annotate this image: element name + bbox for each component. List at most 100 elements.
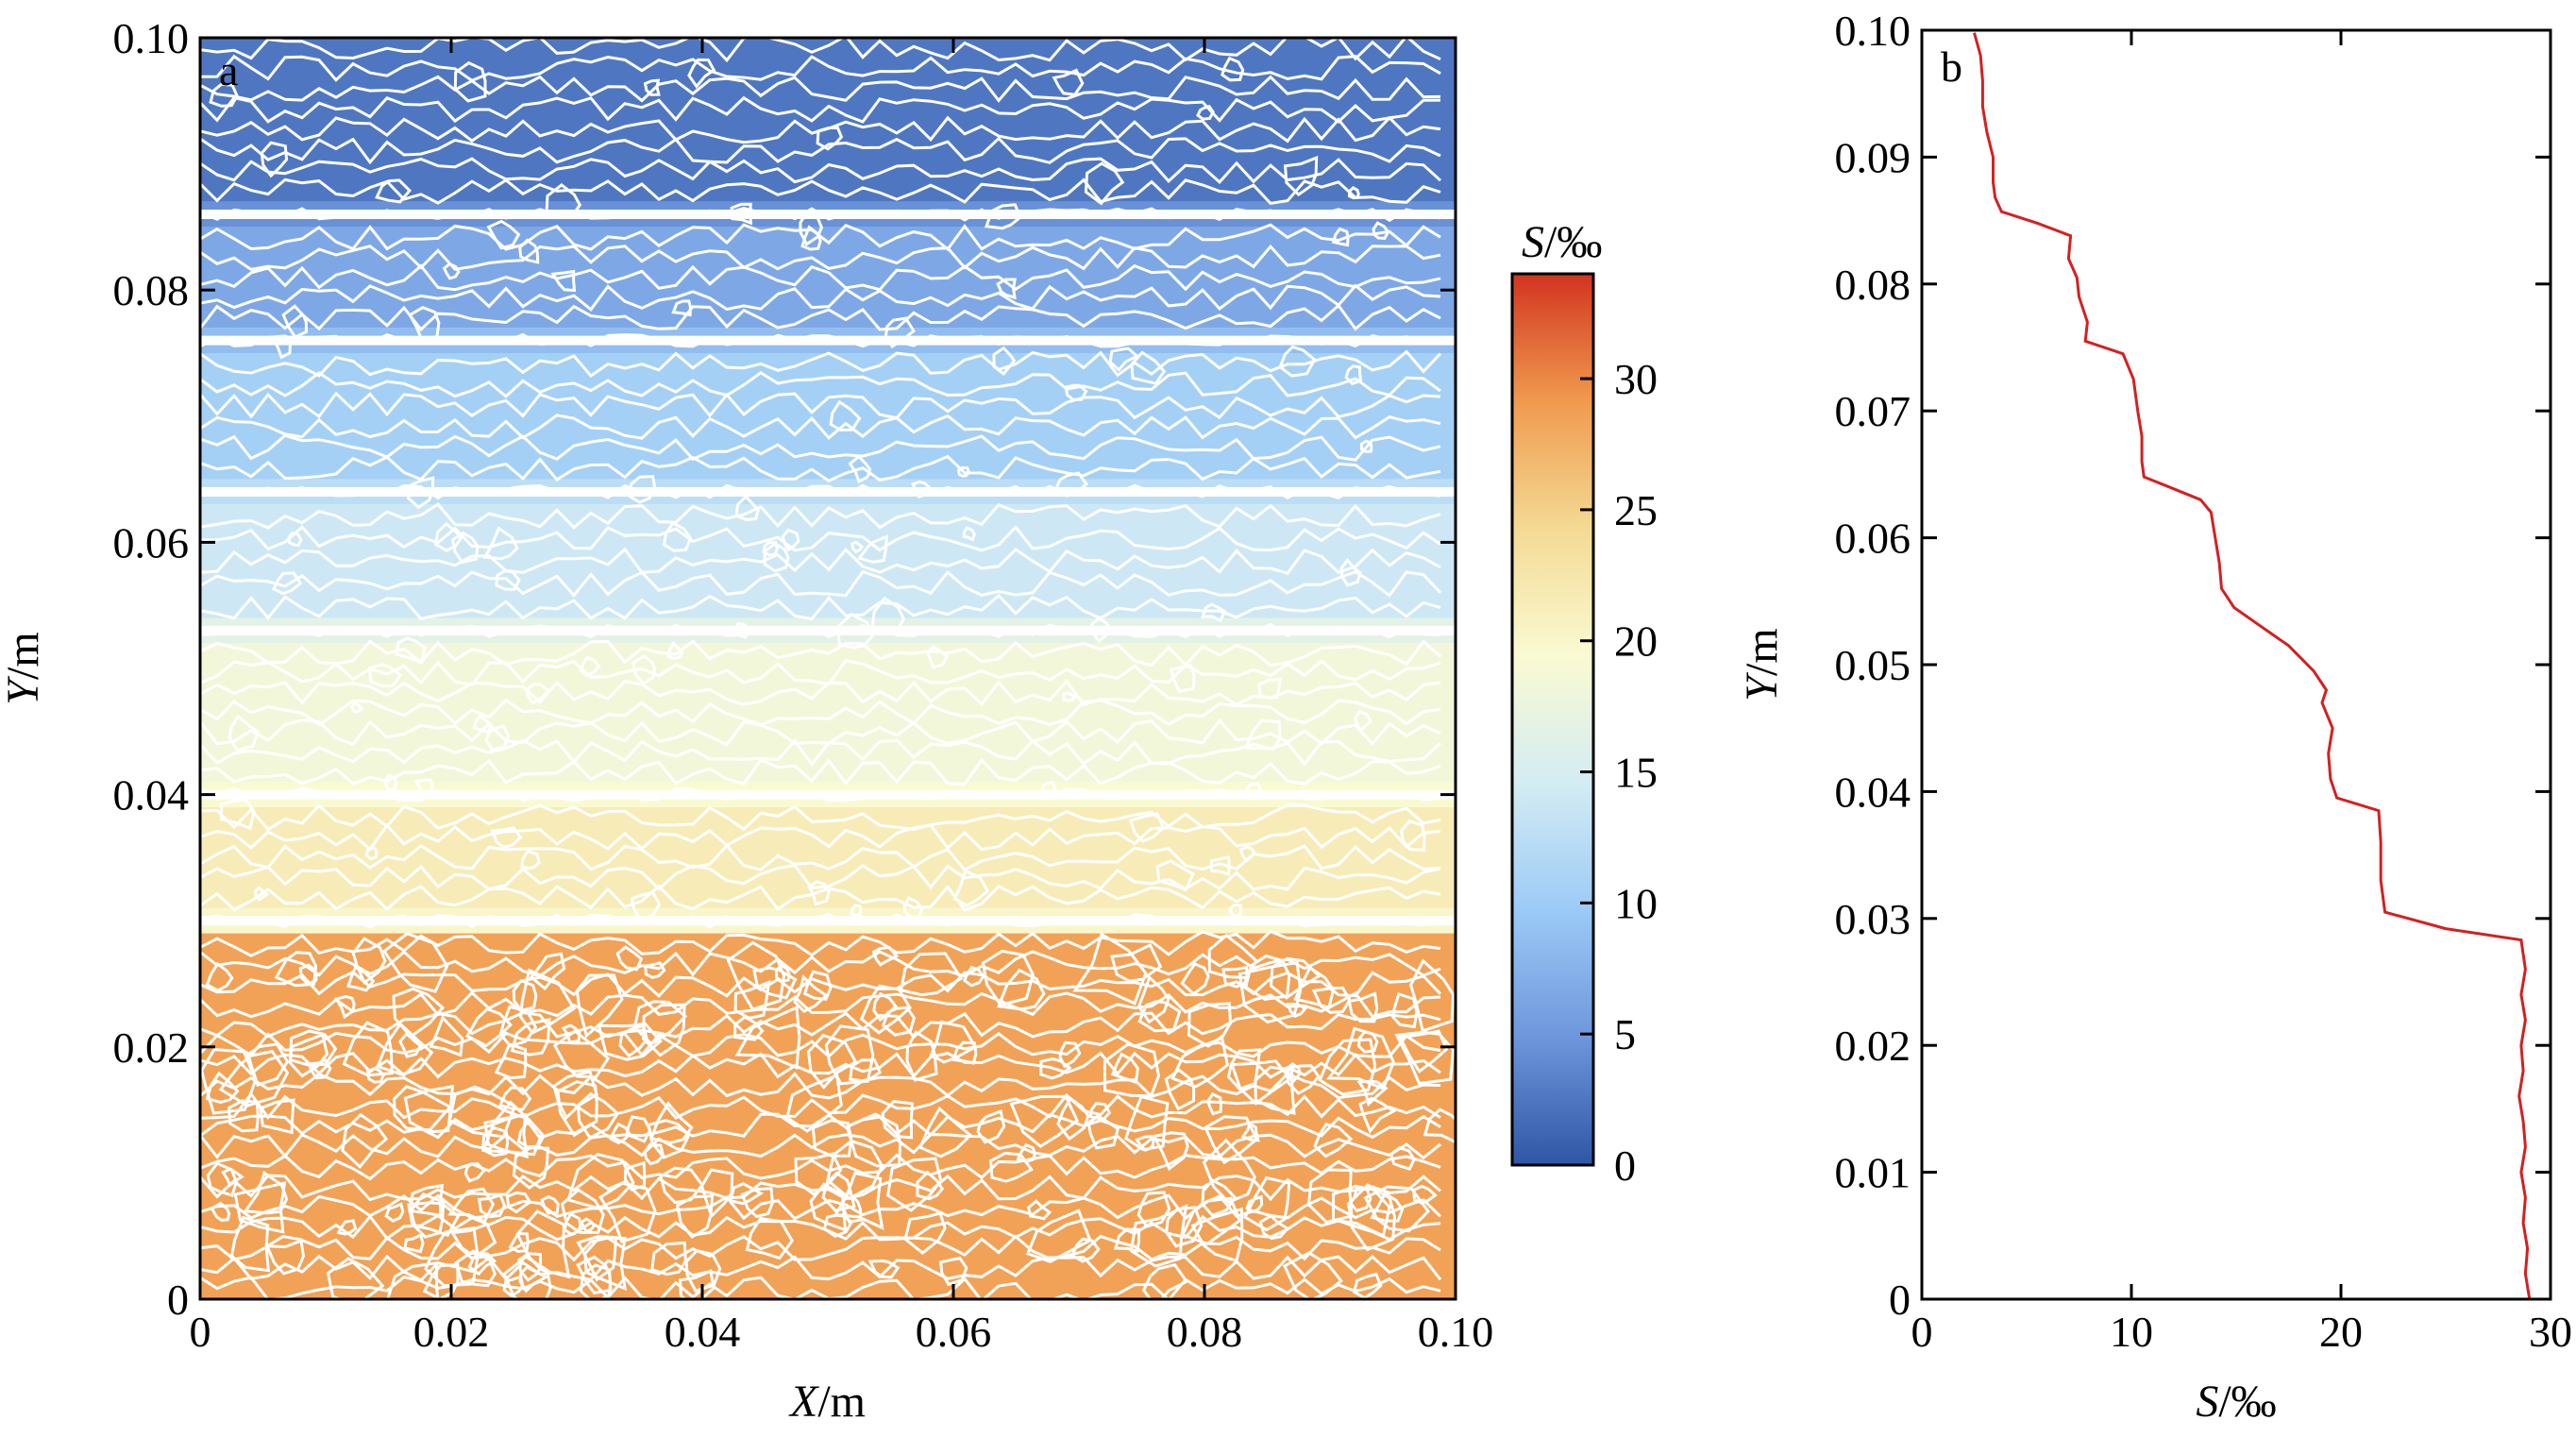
colorbar-tick-label: 25 bbox=[1614, 486, 1658, 534]
contour-loop bbox=[1311, 986, 1352, 1014]
x-tick-label: 0.04 bbox=[665, 1308, 741, 1356]
contour-loop bbox=[1226, 1048, 1262, 1091]
contour-loop bbox=[563, 1211, 582, 1237]
contour-line bbox=[200, 593, 1441, 621]
contour-line bbox=[200, 157, 1442, 185]
colorbar-tick-label: 0 bbox=[1614, 1141, 1636, 1190]
contour-line bbox=[200, 502, 1441, 530]
contour-loop bbox=[1389, 1146, 1416, 1171]
y-tick-label: 0 bbox=[1889, 1276, 1911, 1324]
contour-loop bbox=[687, 58, 716, 89]
contour-loop bbox=[684, 1249, 722, 1293]
x-tick-label: 20 bbox=[2319, 1308, 2363, 1356]
contour-loop bbox=[560, 1188, 605, 1235]
colorbar-ticks: 0 5 10 15 20 25 30 bbox=[1580, 355, 1658, 1190]
contour-loop bbox=[384, 1202, 405, 1223]
contour-line bbox=[200, 433, 1441, 462]
contour-loop bbox=[200, 1048, 258, 1115]
y-tick-label: 0.05 bbox=[1835, 641, 1911, 689]
contour-loop bbox=[1356, 1079, 1389, 1107]
contour-loop bbox=[364, 845, 379, 861]
contour-loop bbox=[472, 713, 493, 735]
contour-loop bbox=[1129, 1204, 1188, 1268]
contour-loop bbox=[1152, 1131, 1189, 1172]
contour-line bbox=[200, 54, 1441, 82]
contour-loop bbox=[643, 78, 661, 96]
colorbar-gradient bbox=[1510, 272, 1595, 1167]
contour-loop bbox=[671, 299, 693, 317]
contour-line bbox=[200, 1072, 1441, 1100]
contour-loop bbox=[848, 454, 872, 484]
contour-line bbox=[200, 569, 1442, 598]
contour-loop bbox=[1130, 350, 1167, 385]
contour-loop bbox=[446, 1187, 496, 1224]
contour-loop bbox=[1344, 364, 1363, 386]
contour-line bbox=[200, 843, 1441, 872]
contour-line bbox=[200, 303, 1441, 332]
contour-loop bbox=[1039, 1057, 1072, 1080]
contour-loop bbox=[1136, 1191, 1171, 1228]
contour-loop bbox=[618, 1023, 648, 1058]
contour-loop bbox=[260, 141, 289, 178]
contour-loop bbox=[1202, 1138, 1256, 1205]
contour-line bbox=[200, 547, 1441, 575]
contour-loop bbox=[835, 612, 874, 650]
contour-loop bbox=[477, 1192, 507, 1219]
y-tick-label: 0.08 bbox=[113, 266, 190, 314]
contour-loop bbox=[903, 1211, 947, 1256]
contour-loop bbox=[1206, 1091, 1223, 1116]
contour-line bbox=[200, 659, 1441, 687]
contour-loop bbox=[881, 1099, 915, 1140]
contour-loop bbox=[288, 1032, 329, 1078]
contour-loop bbox=[641, 1003, 686, 1057]
contour-loop bbox=[510, 1018, 551, 1057]
y-tick-label: 0.06 bbox=[1835, 515, 1911, 563]
contour-loop bbox=[515, 1209, 571, 1279]
contour-loop bbox=[650, 1241, 687, 1276]
contour-loop bbox=[512, 978, 538, 1012]
contour-loop bbox=[1283, 155, 1319, 197]
panel-b-y-axis-label: Y/m bbox=[1737, 628, 1787, 701]
contour-loop bbox=[1237, 960, 1303, 1024]
contour-loop bbox=[1391, 992, 1419, 1029]
contour-loop bbox=[856, 534, 888, 564]
contour-line bbox=[200, 1254, 1442, 1282]
contour-loop bbox=[885, 1157, 943, 1212]
contour-loop bbox=[502, 1255, 552, 1299]
contour-loop bbox=[274, 951, 318, 988]
contour-loop bbox=[580, 655, 601, 678]
contour-loop bbox=[631, 654, 657, 686]
contour-line bbox=[200, 370, 1441, 398]
contour-loop bbox=[675, 1194, 715, 1239]
contour-loop bbox=[576, 1255, 613, 1295]
contour-loop bbox=[505, 1191, 532, 1214]
contour-loop bbox=[996, 278, 1017, 300]
contour-loop bbox=[1027, 1199, 1052, 1221]
contour-loop bbox=[342, 1021, 394, 1077]
contour-loop bbox=[1141, 1263, 1189, 1299]
contour-loop bbox=[287, 531, 303, 548]
contour-loop bbox=[811, 1119, 853, 1158]
y-tick-label: 0.04 bbox=[1835, 768, 1911, 816]
contour-loop bbox=[367, 663, 403, 687]
contour-loop bbox=[1209, 855, 1231, 877]
y-tick-label: 0.04 bbox=[113, 771, 190, 820]
contour-loop bbox=[734, 494, 760, 522]
contour-loop bbox=[1016, 1142, 1037, 1163]
contour-loop bbox=[821, 1171, 856, 1212]
contour-loop bbox=[845, 1112, 902, 1168]
contour-line bbox=[200, 803, 1441, 832]
contour-loop bbox=[1201, 1178, 1237, 1217]
panel-b-x-axis-label: S/‰ bbox=[2196, 1377, 2276, 1427]
contour-loop bbox=[326, 1257, 385, 1299]
contour-loop bbox=[481, 1125, 510, 1158]
contour-loop bbox=[981, 949, 1035, 1007]
panel-a-y-axis-label: Y/m bbox=[0, 632, 48, 704]
contour-loop bbox=[529, 952, 566, 991]
contour-loop bbox=[1196, 104, 1215, 121]
x-tick-label: 0.08 bbox=[1167, 1308, 1243, 1356]
contour-loop bbox=[871, 945, 900, 967]
contour-loop bbox=[745, 1216, 794, 1260]
contour-loop bbox=[1009, 1094, 1080, 1149]
contour-line bbox=[200, 349, 1442, 379]
